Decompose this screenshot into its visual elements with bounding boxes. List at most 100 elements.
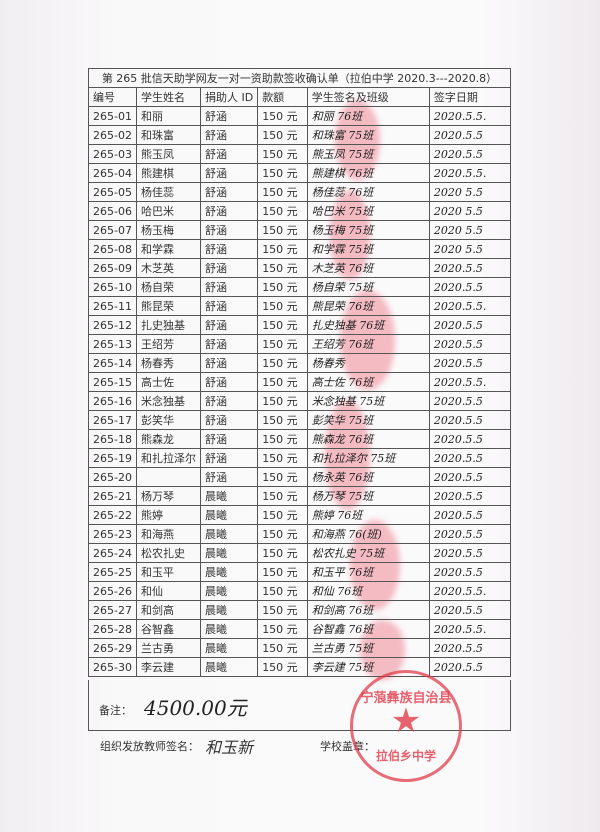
table-row: 265-15 高士佐 舒涵 150 元高士佐 76班 2020.5.5. bbox=[88, 372, 512, 392]
table-row: 265-11 熊昆荣 舒涵 150 元熊昆荣 76班 2020.5.5. bbox=[88, 296, 512, 316]
remark-box: 备注： 4500.00元 bbox=[88, 680, 511, 731]
student-name: 哈巴米 bbox=[135, 201, 201, 221]
donor-id: 晨曦 bbox=[199, 638, 259, 658]
sign-date: 2020.5.5 bbox=[428, 391, 512, 411]
donor-id: 晨曦 bbox=[199, 524, 259, 544]
student-signature: 熊玉凤 75班 bbox=[306, 144, 430, 164]
row-id: 265-19 bbox=[88, 448, 137, 468]
sign-date: 2020 5.5 bbox=[428, 182, 512, 202]
row-id: 265-10 bbox=[88, 277, 137, 297]
table-row: 265-03 熊玉凤 舒涵 150 元熊玉凤 75班 2020.5.5 bbox=[88, 144, 512, 164]
student-name: 木芝英 bbox=[135, 258, 201, 278]
student-name: 熊昆荣 bbox=[135, 296, 201, 316]
star-icon: ★ bbox=[390, 701, 422, 741]
table-row: 265-30 李云建 晨曦 150 元李云建 75班 2020.5.5 bbox=[88, 657, 512, 677]
row-id: 265-01 bbox=[88, 106, 137, 126]
donor-id: 舒涵 bbox=[199, 144, 259, 164]
donor-id: 舒涵 bbox=[199, 106, 259, 126]
student-signature: 王绍芳 76班 bbox=[306, 334, 430, 354]
student-name: 和海燕 bbox=[135, 524, 201, 544]
amount: 150 元 bbox=[257, 315, 308, 335]
amount: 150 元 bbox=[257, 201, 308, 221]
amount: 150 元 bbox=[257, 543, 308, 563]
sign-date: 2020.5.5 bbox=[428, 448, 512, 468]
student-name: 松农扎史 bbox=[135, 543, 201, 563]
donor-id: 舒涵 bbox=[199, 410, 259, 430]
student-name: 熊玉凤 bbox=[135, 144, 201, 164]
sign-date: 2020.5.5. bbox=[428, 581, 512, 601]
header-date: 签字日期 bbox=[428, 87, 512, 107]
row-id: 265-07 bbox=[88, 220, 137, 240]
amount: 150 元 bbox=[257, 391, 308, 411]
table-row: 265-25 和玉平 晨曦 150 元和玉平 76班 2020.5.5 bbox=[88, 562, 512, 582]
student-name: 兰古勇 bbox=[135, 638, 201, 658]
student-signature: 谷智鑫 76班 bbox=[306, 619, 430, 639]
student-signature: 哈巴米 75班 bbox=[306, 201, 430, 221]
header-donor: 捐助人 ID bbox=[199, 87, 259, 107]
table-row: 265-28 谷智鑫 晨曦 150 元谷智鑫 76班 2020.5.5. bbox=[88, 619, 512, 639]
row-id: 265-28 bbox=[88, 619, 137, 639]
row-id: 265-13 bbox=[88, 334, 137, 354]
student-name: 谷智鑫 bbox=[135, 619, 201, 639]
amount: 150 元 bbox=[257, 638, 308, 658]
student-name: 杨自荣 bbox=[135, 277, 201, 297]
row-id: 265-09 bbox=[88, 258, 137, 278]
student-name: 李云建 bbox=[135, 657, 201, 677]
row-id: 265-12 bbox=[88, 315, 137, 335]
sign-date: 2020.5.5 bbox=[428, 486, 512, 506]
sign-date: 2020.5.5 bbox=[428, 657, 512, 677]
row-id: 265-02 bbox=[88, 125, 137, 145]
amount: 150 元 bbox=[257, 524, 308, 544]
donor-id: 舒涵 bbox=[199, 258, 259, 278]
student-signature: 和剑高 76班 bbox=[306, 600, 430, 620]
student-signature: 杨玉梅 75班 bbox=[306, 220, 430, 240]
student-signature: 杨春秀 bbox=[306, 353, 430, 373]
sign-date: 2020.5.5. bbox=[428, 296, 512, 316]
table-row: 265-24 松农扎史 晨曦 150 元松农扎史 75班 2020.5.5 bbox=[88, 543, 512, 563]
sign-date: 2020.5.5. bbox=[428, 106, 512, 126]
sign-date: 2020 5.5 bbox=[428, 239, 512, 259]
table-row: 265-23 和海燕 晨曦 150 元和海燕 76(班) 2020.5.5 bbox=[88, 524, 512, 544]
school-stamp: 宁蒗彝族自治县 ★ 拉伯乡中学 bbox=[350, 670, 462, 782]
amount: 150 元 bbox=[257, 125, 308, 145]
stamp-bottom-text: 拉伯乡中学 bbox=[375, 749, 436, 763]
student-signature: 高士佐 76班 bbox=[306, 372, 430, 392]
sign-date: 2020.5.5 bbox=[428, 277, 512, 297]
row-id: 265-23 bbox=[88, 524, 137, 544]
header-row: 编号 学生姓名 捐助人 ID 款额 学生签名及班级 签字日期 bbox=[88, 87, 512, 107]
row-id: 265-25 bbox=[88, 562, 137, 582]
sign-date: 2020.5.5. bbox=[428, 163, 512, 183]
sign-date: 2020.5.5 bbox=[428, 144, 512, 164]
row-id: 265-22 bbox=[88, 505, 137, 525]
student-name: 和学霖 bbox=[135, 239, 201, 259]
amount: 150 元 bbox=[257, 429, 308, 449]
donor-id: 舒涵 bbox=[199, 315, 259, 335]
sign-date: 2020.5.5. bbox=[428, 372, 512, 392]
table-row: 265-26 和仙 晨曦 150 元和仙 76班 2020.5.5. bbox=[88, 581, 512, 601]
student-name: 和扎拉泽尔 bbox=[135, 448, 201, 468]
donor-id: 舒涵 bbox=[199, 182, 259, 202]
table-row: 265-12 扎史独基 舒涵 150 元扎史独基 76班 2020.5.5 bbox=[88, 315, 512, 335]
student-signature: 和扎拉泽尔 75班 bbox=[306, 448, 430, 468]
amount: 150 元 bbox=[257, 372, 308, 392]
amount: 150 元 bbox=[257, 467, 308, 487]
donor-id: 晨曦 bbox=[199, 657, 259, 677]
table-row: 265-14 杨春秀 舒涵 150 元杨春秀 2020.5.5 bbox=[88, 353, 512, 373]
donor-id: 晨曦 bbox=[199, 619, 259, 639]
student-signature: 和仙 76班 bbox=[306, 581, 430, 601]
row-id: 265-18 bbox=[88, 429, 137, 449]
sign-date: 2020.5.5 bbox=[428, 258, 512, 278]
amount: 150 元 bbox=[257, 182, 308, 202]
sign-date: 2020.5.5 bbox=[428, 467, 512, 487]
student-signature: 熊昆荣 76班 bbox=[306, 296, 430, 316]
amount: 150 元 bbox=[257, 220, 308, 240]
sign-date: 2020.5.5. bbox=[428, 619, 512, 639]
student-signature: 和玉平 76班 bbox=[306, 562, 430, 582]
donor-id: 晨曦 bbox=[199, 562, 259, 582]
row-id: 265-17 bbox=[88, 410, 137, 430]
student-name: 和剑高 bbox=[135, 600, 201, 620]
donor-id: 晨曦 bbox=[199, 543, 259, 563]
student-signature: 熊建棋 76班 bbox=[306, 163, 430, 183]
table-row: 265-10 杨自荣 舒涵 150 元杨自荣 75班 2020.5.5 bbox=[88, 277, 512, 297]
amount: 150 元 bbox=[257, 562, 308, 582]
